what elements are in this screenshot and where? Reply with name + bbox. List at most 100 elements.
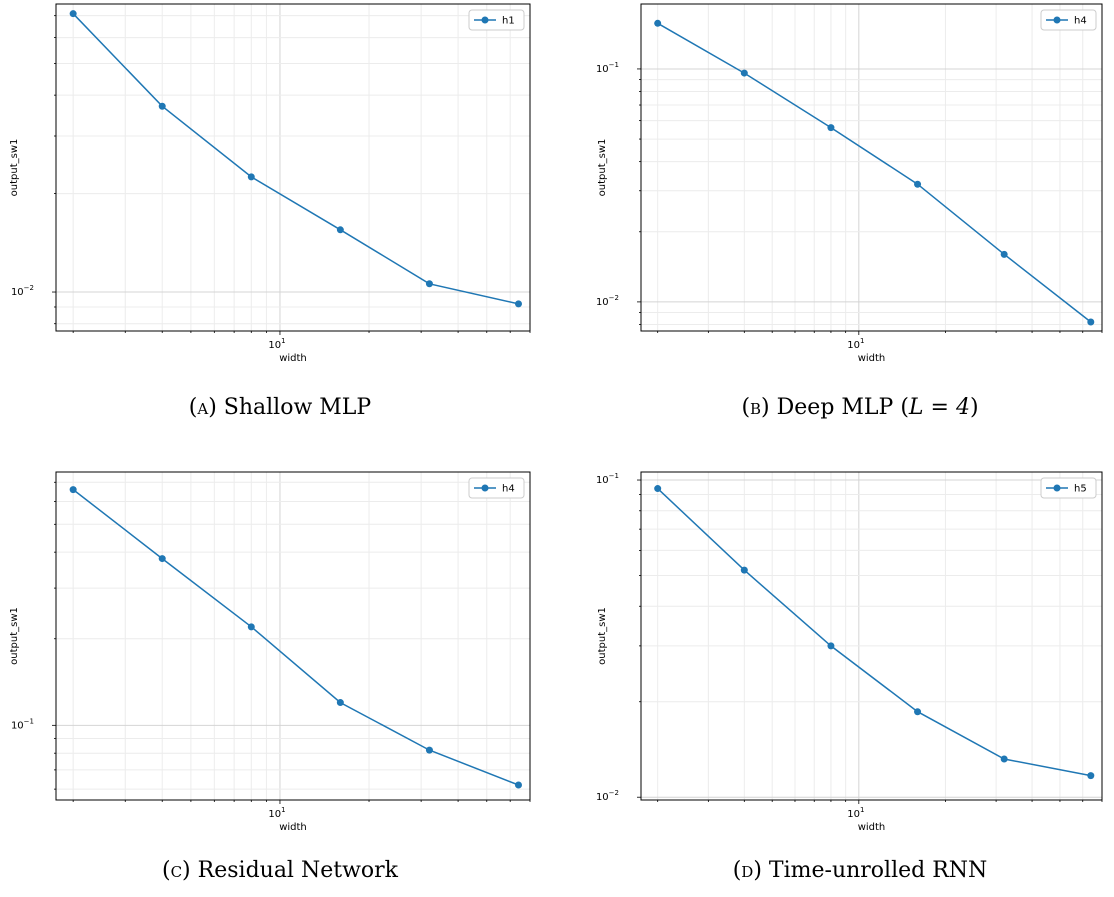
- data-point: [740, 566, 748, 574]
- caption-tag: (c): [162, 858, 191, 883]
- caption-d: (d) Time-unrolled RNN: [700, 858, 1020, 883]
- axis-ticks: [637, 479, 1103, 804]
- plot-frame: [640, 3, 1103, 332]
- legend-box: [1040, 9, 1097, 31]
- axis-ticks: [52, 481, 531, 804]
- x-axis-label: width: [279, 353, 307, 364]
- caption-a: (a) Shallow MLP: [130, 395, 430, 420]
- chart-a: 101 10−2 width output_sw1 h1: [9, 3, 531, 364]
- axis-ticks: [52, 15, 531, 335]
- data-point: [1000, 250, 1008, 258]
- data-point: [158, 102, 166, 110]
- y-gridlines: [641, 479, 1102, 798]
- legend-label: h1: [502, 16, 515, 27]
- data-point: [158, 555, 166, 563]
- x-axis-label: width: [279, 822, 307, 833]
- data-point: [914, 708, 922, 716]
- y-gridlines: [641, 68, 1102, 325]
- chart-c: 101 10−1 width output_sw1 h4: [9, 471, 531, 833]
- caption-text-after: ): [969, 395, 979, 420]
- chart-d: 101 10−1 10−2 width output_sw1 h5: [596, 471, 1103, 833]
- y-tick-label-exponent: −1: [24, 717, 34, 725]
- y-tick-label-exponent: −2: [24, 284, 34, 292]
- legend-marker: [481, 16, 489, 24]
- legend-marker: [481, 484, 489, 492]
- data-point: [827, 124, 835, 132]
- x-gridlines: [657, 4, 1103, 331]
- caption-tag: (b): [741, 395, 770, 420]
- legend-marker: [1053, 16, 1061, 24]
- axis-ticks: [637, 68, 1103, 335]
- y-tick-label: 10−2: [11, 284, 34, 298]
- y-tick-label: 10−2: [596, 789, 619, 803]
- y-gridlines: [56, 481, 530, 790]
- data-point: [1000, 755, 1008, 763]
- x-axis-label: width: [858, 822, 886, 833]
- data-point: [914, 180, 922, 188]
- legend: h1: [468, 9, 525, 31]
- legend: h5: [1040, 477, 1097, 499]
- chart-panel-a: 101 10−2 width output_sw1 h1: [0, 0, 540, 364]
- y-tick-label-exponent: −2: [609, 294, 619, 302]
- y-tick-label: 10−1: [596, 472, 619, 486]
- legend-box: [1040, 477, 1097, 499]
- x-tick-label: 101: [847, 337, 864, 351]
- legend-label: h4: [1074, 16, 1087, 27]
- y-tick-label: 10−2: [596, 294, 619, 308]
- data-point: [654, 485, 662, 493]
- legend-box: [468, 477, 525, 499]
- x-tick-label-exponent: 1: [860, 806, 864, 814]
- caption-text: Time-unrolled RNN: [768, 858, 988, 883]
- y-tick-label-exponent: −2: [609, 789, 619, 797]
- legend-box: [468, 9, 525, 31]
- y-tick-label-exponent: −1: [609, 61, 619, 69]
- caption-c: (c) Residual Network: [130, 858, 430, 883]
- chart-panel-d: 101 10−1 10−2 width output_sw1 h5: [588, 465, 1114, 835]
- data-point: [827, 642, 835, 650]
- plot-frame: [55, 471, 531, 801]
- data-point: [247, 173, 255, 181]
- x-gridlines: [72, 4, 531, 331]
- chart-b: 101 10−1 10−2 width output_sw1 h4: [596, 3, 1103, 364]
- x-tick-label-exponent: 1: [281, 806, 285, 814]
- data-point: [69, 486, 77, 494]
- caption-b: (b) Deep MLP (L = 4): [700, 395, 1020, 420]
- chart-panel-c: 101 10−1 width output_sw1 h4: [0, 465, 540, 835]
- y-tick-label-exponent: −1: [609, 472, 619, 480]
- legend: h4: [1040, 9, 1097, 31]
- plot-frame: [640, 471, 1103, 801]
- y-tick-label: 10−1: [596, 61, 619, 75]
- data-point: [336, 699, 344, 707]
- x-tick-label-exponent: 1: [860, 337, 864, 345]
- data-point: [425, 746, 433, 754]
- legend-label: h4: [502, 484, 515, 495]
- data-point: [425, 280, 433, 288]
- y-axis-label: output_sw1: [597, 139, 608, 197]
- legend-label: h5: [1074, 484, 1087, 495]
- caption-text: Residual Network: [197, 858, 398, 883]
- data-point: [1087, 318, 1095, 326]
- data-point: [514, 300, 522, 308]
- series-line: [72, 13, 519, 305]
- y-axis-label: output_sw1: [9, 139, 20, 197]
- chart-panel-b: 101 10−1 10−2 width output_sw1 h4: [588, 0, 1114, 364]
- data-point: [514, 781, 522, 789]
- series-line: [72, 489, 519, 786]
- x-tick-label-exponent: 1: [281, 337, 285, 345]
- plot-frame: [55, 3, 531, 332]
- x-axis-label: width: [858, 353, 886, 364]
- y-axis-label: output_sw1: [9, 607, 20, 665]
- legend-marker: [1053, 484, 1061, 492]
- data-point: [69, 10, 77, 18]
- data-point: [247, 623, 255, 631]
- data-point: [654, 19, 662, 27]
- caption-text: Deep MLP (: [776, 395, 909, 420]
- caption-text: Shallow MLP: [223, 395, 372, 420]
- x-gridlines: [657, 472, 1103, 800]
- series-line: [657, 488, 1091, 777]
- data-point: [1087, 772, 1095, 780]
- x-gridlines: [72, 472, 531, 800]
- y-axis-label: output_sw1: [597, 607, 608, 665]
- x-tick-label: 101: [268, 337, 285, 351]
- caption-math: L = 4: [908, 395, 970, 420]
